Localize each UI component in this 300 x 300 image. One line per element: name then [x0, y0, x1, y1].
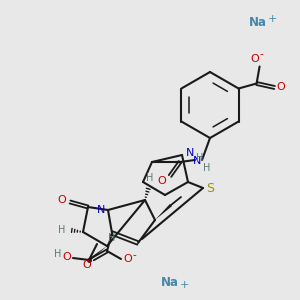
Polygon shape — [152, 161, 180, 163]
Text: H: H — [146, 173, 154, 183]
Polygon shape — [88, 246, 107, 261]
Text: O: O — [250, 53, 259, 64]
Text: N: N — [193, 156, 201, 166]
Text: Na: Na — [249, 16, 267, 28]
Text: O: O — [63, 252, 71, 262]
Text: O: O — [276, 82, 285, 92]
Text: -: - — [132, 250, 136, 260]
Text: N: N — [186, 148, 194, 158]
Text: S: S — [206, 182, 214, 194]
Text: H: H — [54, 249, 62, 259]
Text: +: + — [267, 14, 277, 24]
Text: Na: Na — [161, 275, 179, 289]
Text: H: H — [108, 233, 116, 243]
Text: N: N — [97, 205, 105, 215]
Text: H: H — [196, 153, 204, 163]
Polygon shape — [155, 204, 172, 220]
Text: O: O — [82, 260, 91, 270]
Text: O: O — [158, 176, 166, 186]
Text: H: H — [58, 225, 66, 235]
Text: O: O — [124, 254, 132, 264]
Text: -: - — [260, 50, 263, 59]
Text: +: + — [179, 280, 189, 290]
Text: O: O — [58, 195, 66, 205]
Text: H: H — [203, 163, 211, 173]
